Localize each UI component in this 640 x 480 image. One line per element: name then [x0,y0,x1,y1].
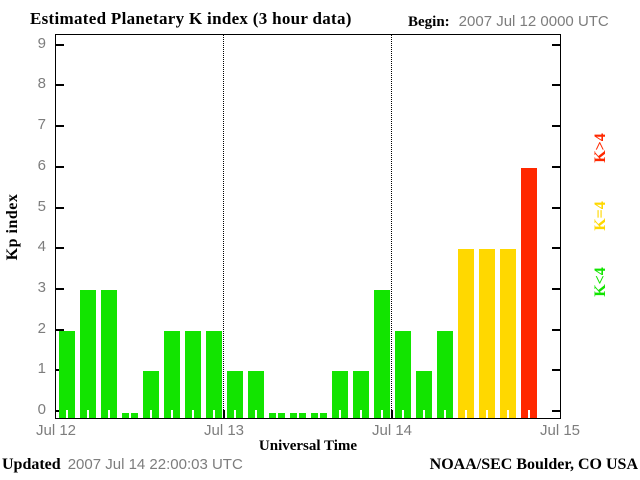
kp-bar [163,330,180,418]
y-axis-tick [552,247,560,250]
updated-value: 2007 Jul 14 22:00:03 UTC [67,456,243,473]
begin-value: 2007 Jul 12 0000 UTC [458,13,609,30]
kp-bar [58,330,75,418]
y-axis-tick-label: 9 [37,34,46,52]
y-axis-tick [552,165,560,168]
legend-label: K>4 [592,133,609,163]
y-axis-tick-label: 4 [37,238,46,256]
day-boundary-dotted-line [223,35,224,418]
x-axis-day-tick [391,410,393,418]
kp-bar [205,330,222,418]
y-axis-tick [56,328,64,331]
y-axis-tick-label: 3 [37,278,46,296]
x-axis-3hour-tick [149,410,152,418]
y-axis-tick-label: 2 [37,319,46,337]
legend-label: K=4 [592,201,609,231]
kp-bar [226,371,243,418]
x-axis-title: Universal Time [258,438,358,454]
updated-timestamp: Updated 2007 Jul 14 22:00:03 UTC [2,456,243,474]
kp-bar [394,330,411,418]
begin-datetime: Begin: 2007 Jul 12 0000 UTC [408,13,609,31]
y-axis-tick-label: 1 [37,360,46,378]
y-axis-tick [56,43,64,46]
y-axis-tick [552,410,560,412]
kp-bar [184,330,201,418]
y-axis-tick [552,369,560,372]
x-axis-3hour-tick [212,410,215,418]
x-axis-3hour-tick [128,410,131,418]
day-boundary-dotted-line [391,35,392,418]
kp-bar [352,371,369,418]
x-axis-3hour-tick [506,410,509,418]
kp-bar [520,167,537,418]
y-axis-tick-label: 8 [37,75,46,93]
x-axis-3hour-tick [317,410,320,418]
y-axis-tick [56,84,64,87]
begin-label: Begin: [408,14,450,30]
x-axis-3hour-tick [359,410,362,418]
x-axis-3hour-tick [527,410,530,418]
y-axis-tick [552,84,560,87]
x-axis-3hour-tick [422,410,425,418]
y-axis-tick-label: 0 [37,401,46,418]
x-axis-3hour-tick [401,410,404,418]
y-axis-tick [552,125,560,128]
y-axis-tick-label: 5 [37,197,46,215]
kp-bar [100,289,117,418]
x-axis-day-tick [223,410,225,418]
y-axis-tick [552,206,560,209]
y-axis-tick-label: 6 [37,156,46,174]
x-axis-3hour-tick [296,410,299,418]
x-axis-tick-label: Jul 15 [539,422,581,439]
updated-label: Updated [2,456,61,473]
kp-bar [415,371,432,418]
x-axis-3hour-tick [233,410,236,418]
kp-bar [499,249,516,418]
x-axis-3hour-tick [338,410,341,418]
y-axis-tick [552,287,560,290]
y-axis-tick [56,206,64,209]
y-axis-tick [56,165,64,168]
kp-bar [142,371,159,418]
x-axis-3hour-tick [107,410,110,418]
x-axis-3hour-tick [380,410,383,418]
chart-title: Estimated Planetary K index (3 hour data… [30,9,352,28]
y-axis-tick-label: 7 [37,116,46,134]
y-axis-tick [56,125,64,128]
kp-bar [436,330,453,418]
kp-bar [457,249,474,418]
x-axis-3hour-tick [443,410,446,418]
x-axis-3hour-tick [254,410,257,418]
x-axis-3hour-tick [275,410,278,418]
x-axis-3hour-tick [191,410,194,418]
kp-bar [79,289,96,418]
y-axis-tick [56,247,64,250]
kp-bar [373,289,390,418]
y-axis-tick [552,328,560,331]
y-axis-tick [552,43,560,46]
kp-bar [247,371,264,418]
x-axis-3hour-tick [485,410,488,418]
x-axis-3hour-tick [65,410,68,418]
x-axis-tick-label: Jul 12 [35,422,77,439]
legend-label: K<4 [592,267,609,297]
x-axis-3hour-tick [170,410,173,418]
kp-bar [331,371,348,418]
credit-text: NOAA/SEC Boulder, CO USA [429,456,638,473]
x-axis-3hour-tick [86,410,89,418]
y-axis-tick [56,287,64,290]
x-axis-3hour-tick [464,410,467,418]
plot-area [55,34,561,419]
x-axis-tick-label: Jul 13 [203,422,245,439]
x-axis-tick-label: Jul 14 [371,422,413,439]
kp-bar [478,249,495,418]
